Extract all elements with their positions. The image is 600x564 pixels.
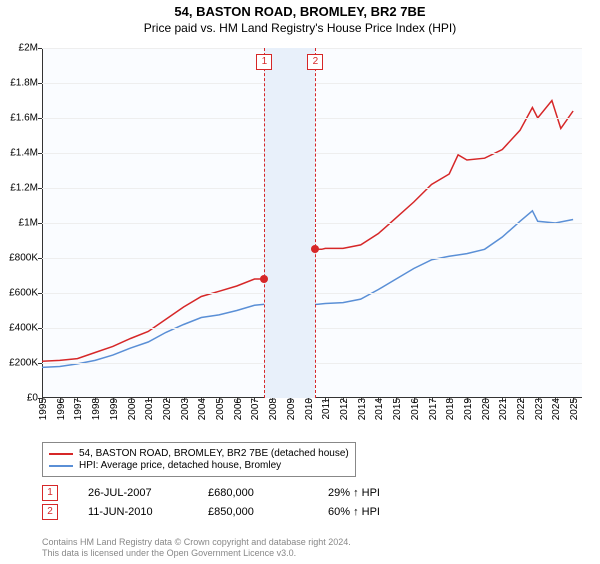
event-dot <box>311 245 319 253</box>
event-line <box>315 48 316 398</box>
x-tick-label: 2002 <box>162 398 173 420</box>
y-tick-label: £1M <box>19 218 38 229</box>
x-tick-label: 2012 <box>339 398 350 420</box>
footer: Contains HM Land Registry data © Crown c… <box>42 537 582 560</box>
x-tick-label: 2022 <box>516 398 527 420</box>
event-dot <box>260 275 268 283</box>
x-tick-label: 1997 <box>73 398 84 420</box>
x-tick-label: 2010 <box>304 398 315 420</box>
event-date-2: 11-JUN-2010 <box>88 506 208 518</box>
legend-swatch-hpi <box>49 465 73 467</box>
event-row-1: 1 26-JUL-2007 £680,000 29% ↑ HPI <box>42 485 582 501</box>
event-pct-2: 60% ↑ HPI <box>328 506 448 518</box>
x-tick-label: 2013 <box>357 398 368 420</box>
event-price-2: £850,000 <box>208 506 328 518</box>
x-tick-label: 1998 <box>91 398 102 420</box>
x-tick-label: 2009 <box>286 398 297 420</box>
y-tick-label: £1.6M <box>10 113 38 124</box>
x-tick-label: 2000 <box>127 398 138 420</box>
y-tick-label: £1.4M <box>10 148 38 159</box>
x-tick-label: 2019 <box>463 398 474 420</box>
chart-title: 54, BASTON ROAD, BROMLEY, BR2 7BE <box>0 4 600 19</box>
event-table: 1 26-JUL-2007 £680,000 29% ↑ HPI 2 11-JU… <box>42 485 582 520</box>
event-line <box>264 48 265 398</box>
x-tick-label: 2008 <box>268 398 279 420</box>
event-row-2: 2 11-JUN-2010 £850,000 60% ↑ HPI <box>42 504 582 520</box>
event-num-2: 2 <box>42 504 58 520</box>
x-tick-label: 2018 <box>445 398 456 420</box>
event-pct-1: 29% ↑ HPI <box>328 487 448 499</box>
event-num-1: 1 <box>42 485 58 501</box>
event-date-1: 26-JUL-2007 <box>88 487 208 499</box>
x-tick-label: 1999 <box>109 398 120 420</box>
y-tick-label: £0 <box>27 393 38 404</box>
x-tick-label: 2025 <box>569 398 580 420</box>
x-tick-label: 2020 <box>481 398 492 420</box>
event-price-1: £680,000 <box>208 487 328 499</box>
x-tick-label: 2016 <box>410 398 421 420</box>
y-tick-label: £400K <box>9 323 38 334</box>
footer-line-1: Contains HM Land Registry data © Crown c… <box>42 537 582 549</box>
legend-label-price: 54, BASTON ROAD, BROMLEY, BR2 7BE (detac… <box>79 448 349 459</box>
legend-swatch-price <box>49 453 73 455</box>
x-tick-label: 1996 <box>56 398 67 420</box>
x-tick-label: 2017 <box>428 398 439 420</box>
event-marker: 1 <box>256 54 272 70</box>
x-tick-label: 2011 <box>321 398 332 420</box>
y-tick-label: £200K <box>9 358 38 369</box>
chart-subtitle: Price paid vs. HM Land Registry's House … <box>0 21 600 35</box>
x-tick-label: 2007 <box>250 398 261 420</box>
y-tick-label: £800K <box>9 253 38 264</box>
x-tick-label: 2024 <box>551 398 562 420</box>
y-tick-label: £1.8M <box>10 78 38 89</box>
legend-item-hpi: HPI: Average price, detached house, Brom… <box>49 460 349 471</box>
legend-item-price: 54, BASTON ROAD, BROMLEY, BR2 7BE (detac… <box>49 448 349 459</box>
legend-box: 54, BASTON ROAD, BROMLEY, BR2 7BE (detac… <box>42 442 356 477</box>
footer-line-2: This data is licensed under the Open Gov… <box>42 548 582 560</box>
x-tick-label: 2015 <box>392 398 403 420</box>
legend-area: 54, BASTON ROAD, BROMLEY, BR2 7BE (detac… <box>42 442 582 523</box>
event-band <box>264 48 315 398</box>
x-tick-label: 1995 <box>38 398 49 420</box>
y-tick-label: £2M <box>19 43 38 54</box>
x-tick-label: 2006 <box>233 398 244 420</box>
x-tick-label: 2021 <box>498 398 509 420</box>
x-tick-label: 2001 <box>144 398 155 420</box>
legend-label-hpi: HPI: Average price, detached house, Brom… <box>79 460 281 471</box>
event-marker: 2 <box>307 54 323 70</box>
x-tick-label: 2003 <box>180 398 191 420</box>
x-tick-label: 2023 <box>534 398 545 420</box>
y-tick-label: £1.2M <box>10 183 38 194</box>
chart-plot-area: £0£200K£400K£600K£800K£1M£1.2M£1.4M£1.6M… <box>42 48 582 398</box>
x-tick-label: 2005 <box>215 398 226 420</box>
y-tick-label: £600K <box>9 288 38 299</box>
x-tick-label: 2004 <box>197 398 208 420</box>
x-tick-label: 2014 <box>374 398 385 420</box>
